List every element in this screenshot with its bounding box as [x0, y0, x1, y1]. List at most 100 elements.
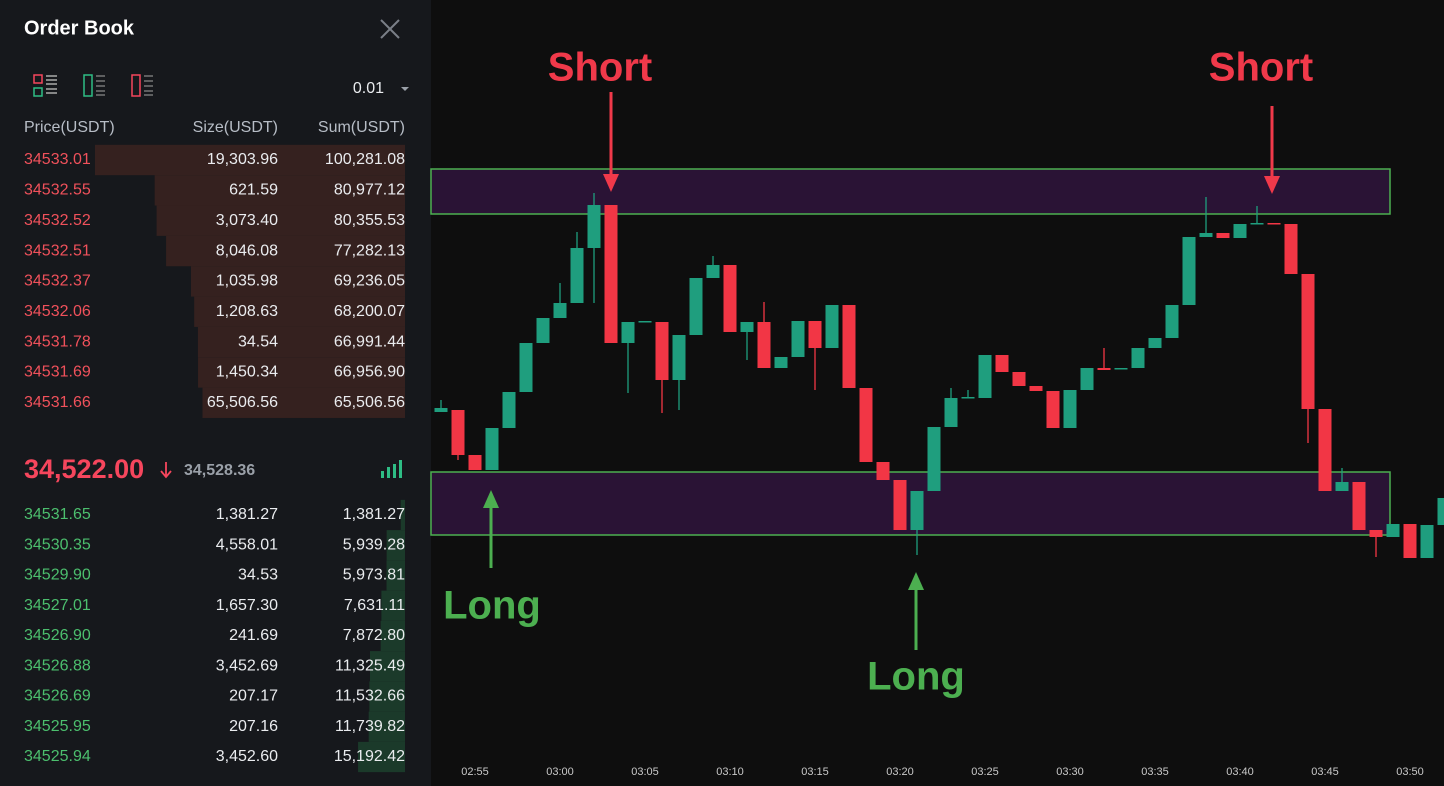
candle-body	[1114, 368, 1128, 370]
candle-body	[944, 398, 958, 427]
candle-body	[910, 491, 924, 530]
mark-price: 34,528.36	[184, 462, 255, 479]
depth-bar	[369, 681, 405, 712]
candle-body	[1267, 223, 1281, 225]
sum-cell: 80,977.12	[334, 182, 405, 199]
price-cell: 34529.90	[24, 567, 91, 584]
candle-body	[1012, 372, 1026, 386]
candle-body	[1284, 224, 1298, 274]
depth-bar	[154, 175, 405, 206]
candle-body	[485, 428, 499, 470]
sum-cell: 7,872.80	[343, 627, 405, 644]
close-stroke	[380, 19, 400, 39]
candle-body	[604, 205, 618, 343]
depth-bar	[368, 711, 405, 742]
sum-cell: 11,739.82	[335, 718, 405, 735]
candle-body	[757, 322, 771, 368]
x-tick-label: 03:40	[1226, 766, 1254, 778]
size-cell: 4,558.01	[216, 536, 278, 553]
annotation: Short	[1209, 46, 1313, 90]
size-cell: 1,208.63	[216, 303, 278, 320]
icon-part	[393, 464, 396, 478]
x-tick-label: 03:45	[1311, 766, 1339, 778]
size-cell: 207.16	[229, 718, 278, 735]
price-cell: 34531.69	[24, 364, 91, 381]
price-cell: 34527.01	[24, 597, 91, 614]
icon-part	[46, 75, 57, 94]
candle-body	[1216, 233, 1230, 238]
candle-body	[1318, 409, 1332, 491]
last-price: 34,522.00	[24, 454, 144, 484]
close-icon[interactable]	[380, 19, 400, 39]
candle-body	[774, 357, 788, 368]
candle-body	[706, 265, 720, 278]
icon-part	[83, 74, 93, 97]
depth-bar	[358, 741, 405, 773]
icon-part	[33, 87, 43, 97]
annotation-arrow-head	[483, 490, 499, 508]
candle-body	[655, 322, 669, 380]
size-cell: 19,303.96	[207, 151, 278, 168]
size-cell: 34.53	[238, 567, 278, 584]
candle-body	[638, 321, 652, 323]
depth-bar	[386, 560, 405, 591]
annotation: Short	[548, 46, 652, 90]
candle-body	[1437, 498, 1444, 525]
size-cell: 1,657.30	[216, 597, 278, 614]
candle-body	[1369, 530, 1383, 537]
candle-body	[1131, 348, 1145, 368]
candle-body	[1386, 524, 1400, 537]
price-cell: 34530.35	[24, 536, 91, 553]
candle-body	[468, 455, 482, 470]
dropdown-caret[interactable]	[401, 87, 409, 91]
candle-body	[1080, 368, 1094, 390]
view-asks-icon[interactable]	[131, 74, 153, 97]
price-cell: 34532.06	[24, 303, 91, 320]
sum-cell: 15,192.42	[334, 748, 405, 765]
size-cell: 207.17	[229, 688, 278, 705]
price-cell: 34531.65	[24, 506, 91, 523]
x-tick-label: 03:35	[1141, 766, 1169, 778]
sum-cell: 68,200.07	[334, 303, 405, 320]
icon-part	[399, 460, 402, 478]
icon-part	[381, 471, 384, 478]
x-tick-label: 03:05	[631, 766, 659, 778]
depth-bar	[386, 530, 405, 561]
depth-bar	[166, 235, 405, 267]
candle-body	[1352, 482, 1366, 530]
view-bids-icon[interactable]	[83, 74, 105, 97]
candle-body	[876, 462, 890, 480]
candle-body	[927, 427, 941, 491]
size-cell: 621.59	[229, 182, 278, 199]
candle-body	[451, 410, 465, 455]
depth-bar	[198, 357, 405, 388]
price-cell: 34532.52	[24, 212, 91, 229]
precision-select[interactable]: 0.01	[353, 80, 384, 97]
depth-bar	[380, 620, 405, 652]
panel-title: Order Book	[24, 17, 135, 39]
x-tick-label: 03:30	[1056, 766, 1084, 778]
column-header: Sum(USDT)	[318, 119, 405, 136]
view-both-icon[interactable]	[33, 74, 57, 97]
price-cell: 34525.95	[24, 718, 91, 735]
price-cell: 34531.78	[24, 333, 91, 350]
size-cell: 3,452.69	[216, 657, 278, 674]
icon-part	[96, 75, 105, 96]
price-cell: 34526.88	[24, 657, 91, 674]
sum-cell: 69,236.05	[334, 273, 405, 290]
sum-cell: 66,956.90	[334, 364, 405, 381]
candle-body	[1250, 223, 1264, 225]
candle-body	[723, 265, 737, 332]
size-cell: 3,452.60	[216, 748, 278, 765]
sum-cell: 5,939.28	[343, 536, 405, 553]
candle-body	[1029, 386, 1043, 391]
sum-cell: 5,973.81	[343, 567, 405, 584]
candle-body	[791, 321, 805, 357]
candle-body	[1046, 391, 1060, 428]
candle-body	[689, 278, 703, 335]
candle-body	[1301, 274, 1315, 409]
candle-body	[672, 335, 686, 380]
annotation-arrow-head	[603, 174, 619, 192]
depth-bar	[197, 326, 405, 358]
